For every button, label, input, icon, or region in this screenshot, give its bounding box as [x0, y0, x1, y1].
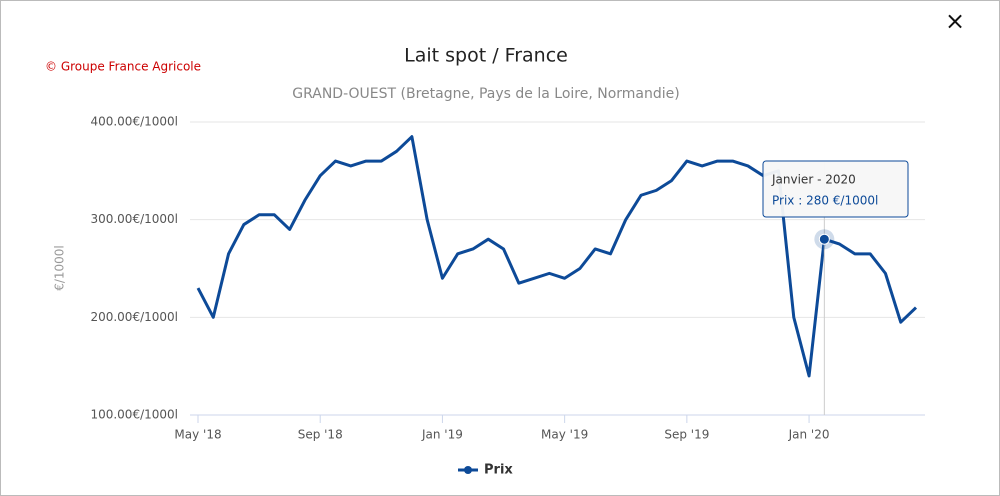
x-tick-label: May '18	[174, 428, 221, 442]
x-tick-label: May '19	[541, 428, 588, 442]
x-tick-label: Jan '20	[788, 428, 830, 442]
close-button[interactable]: ×	[945, 7, 965, 35]
series-line	[196, 135, 918, 378]
legend-marker	[464, 466, 472, 474]
legend-label: Prix	[484, 463, 513, 478]
tooltip-title: Janvier - 2020	[771, 173, 856, 187]
tooltip-value: Prix : 280 €/1000l	[772, 194, 878, 208]
credit: © Groupe France Agricole	[45, 60, 201, 74]
chart-subtitle: GRAND-OUEST (Bretagne, Pays de la Loire,…	[292, 86, 680, 102]
chart-title: Lait spot / France	[404, 45, 568, 67]
x-tick-label: Sep '19	[664, 428, 709, 442]
x-tick-label: Jan '19	[421, 428, 463, 442]
y-axis-title: €/1000l	[53, 245, 67, 291]
tooltip-box	[762, 160, 909, 218]
y-tick-label: 300.00€/1000l	[90, 212, 178, 226]
x-tick-label: Sep '18	[298, 428, 343, 442]
y-tick-label: 100.00€/1000l	[90, 408, 178, 422]
y-tick-label: 400.00€/1000l	[90, 115, 178, 129]
hover-point	[818, 233, 830, 245]
y-tick-label: 200.00€/1000l	[90, 310, 178, 324]
